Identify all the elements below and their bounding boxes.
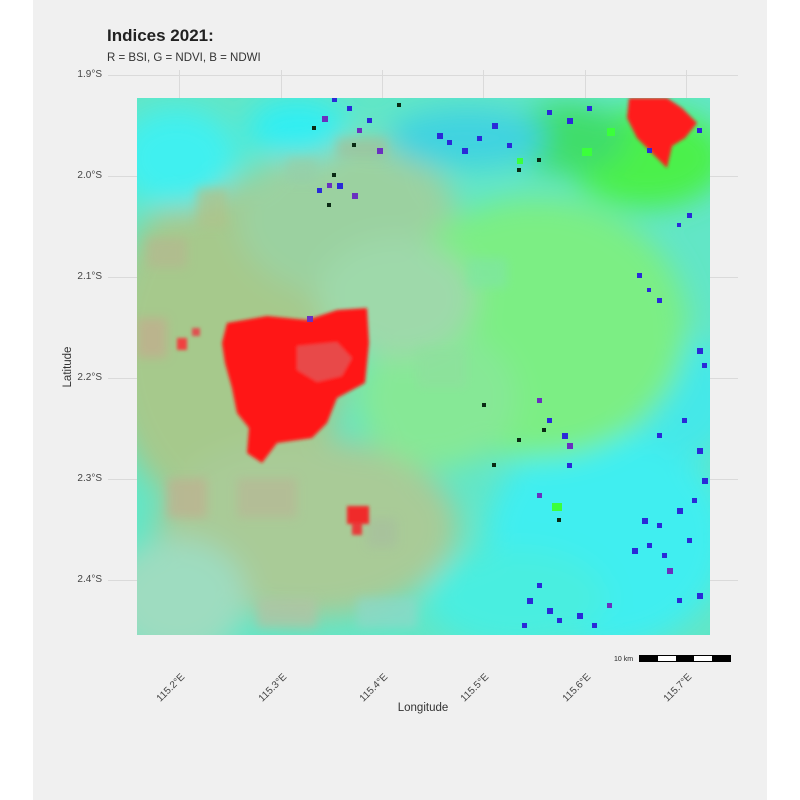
water-pixel-clusters: [307, 98, 708, 628]
scale-segment: [694, 656, 712, 661]
texture-patches: [137, 138, 507, 628]
map-subtitle: R = BSI, G = NDVI, B = NDWI: [107, 52, 261, 64]
scale-segment: [640, 656, 658, 661]
scale-segment: [712, 656, 730, 661]
lat-tick-label: 2.3°S: [77, 473, 102, 484]
scale-segment: [658, 656, 676, 661]
lat-tick-label: 2.1°S: [77, 271, 102, 282]
lat-tick-label: 2.4°S: [77, 574, 102, 585]
scale-bar: [639, 655, 731, 662]
raster-map[interactable]: [137, 98, 710, 635]
scale-segment: [676, 656, 694, 661]
lat-tick-label: 2.2°S: [77, 372, 102, 383]
scale-bar-label: 10 km: [614, 656, 634, 663]
gridline-lat: [108, 75, 738, 76]
y-axis-title: Latitude: [62, 346, 74, 388]
bare-soil-clusters: [177, 98, 697, 535]
map-title: Indices 2021:: [107, 26, 214, 45]
x-axis-title: Longitude: [397, 702, 449, 714]
lat-tick-label: 1.9°S: [77, 69, 102, 80]
raster-svg: [137, 98, 710, 635]
lat-tick-label: 2.0°S: [77, 170, 102, 181]
